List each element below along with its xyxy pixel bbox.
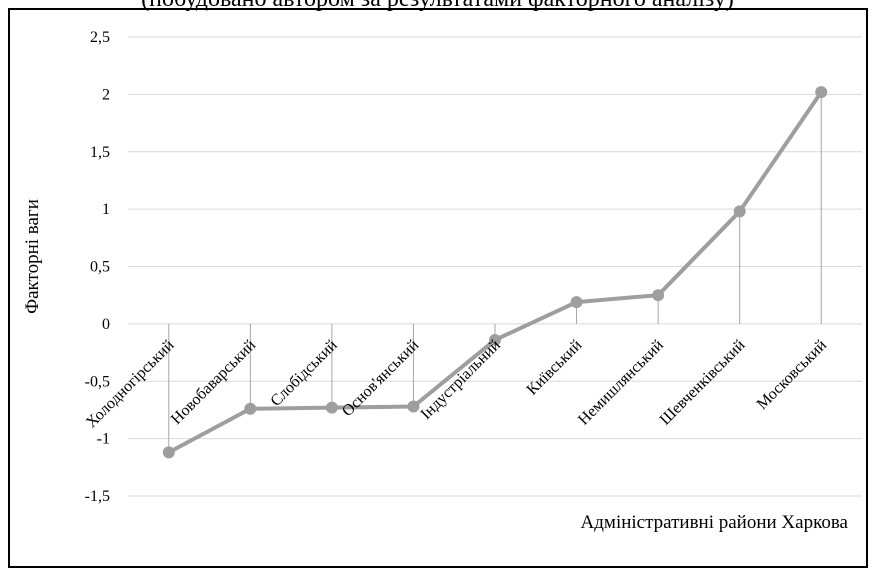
line-chart: 2,5 2 1,5 1 0,5 0 -0,5 -1 -1,5 ХолодногірськийНо… (22, 29, 862, 533)
data-point (652, 289, 665, 302)
category-label: Московський (754, 336, 831, 413)
gridlines (128, 36, 862, 497)
data-point (489, 333, 501, 346)
data-point (244, 402, 257, 415)
data-point (407, 400, 420, 413)
y-tick-labels: 2,5 2 1,5 1 0,5 0 -0,5 -1 -1,5 (85, 29, 110, 505)
y-tick-label: 1,5 (90, 144, 110, 161)
y-tick-label: 2 (102, 86, 110, 103)
y-tick-label: 0 (102, 316, 110, 333)
drop-lines (168, 92, 822, 453)
category-label: Шевченківський (657, 336, 749, 428)
category-label: Немишлянський (575, 336, 667, 428)
y-axis-title: Факторні ваги (22, 199, 43, 314)
y-tick-label: -1,5 (85, 488, 110, 505)
category-label: Слобідський (267, 336, 341, 410)
x-axis-title: Адміністративні райони Харкова (581, 512, 849, 533)
y-tick-label: -0,5 (85, 373, 110, 390)
y-tick-label: 0,5 (90, 259, 110, 276)
category-label: Київський (524, 336, 586, 398)
data-point (570, 296, 583, 309)
category-label: Індустріальний (418, 336, 505, 423)
data-point (325, 401, 338, 414)
data-point (733, 205, 746, 218)
y-tick-label: 1 (102, 201, 110, 218)
data-point (162, 446, 175, 459)
category-label: Новобаварський (168, 336, 260, 428)
y-tick-label: 2,5 (90, 29, 110, 46)
y-tick-label: -1 (97, 431, 110, 448)
data-markers (162, 86, 828, 459)
data-point (815, 86, 828, 99)
